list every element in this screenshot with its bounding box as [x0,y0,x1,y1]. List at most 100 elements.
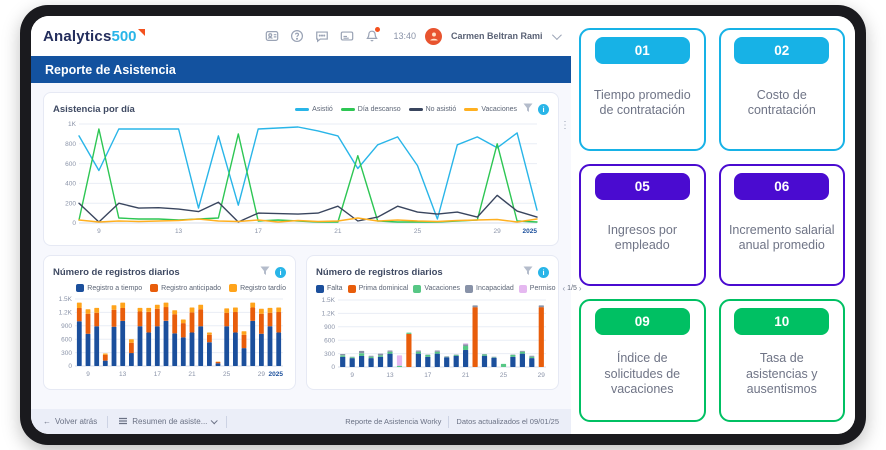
legend-item-registro-a-tiempo[interactable]: Registro a tiempo [76,284,142,292]
svg-text:9: 9 [350,372,354,379]
back-button[interactable]: ← Volver atrás [43,417,97,426]
svg-text:21: 21 [334,228,342,235]
list-icon [118,416,128,428]
kpi-card-01[interactable]: 01 Tiempo promedio de contratación [579,28,706,151]
kpi-label: Tiempo promedio de contratación [593,87,691,117]
divider [226,415,228,428]
svg-text:0: 0 [68,363,72,370]
chart-title: Número de registros diarios [53,266,180,278]
filter-icon[interactable] [523,100,533,118]
logo: Analytics 500 [43,28,145,45]
back-label: Volver atrás [55,417,98,426]
chat-icon[interactable] [314,28,330,44]
legend-item-registro-tardio[interactable]: Registro tardío [229,284,286,292]
card-icon[interactable] [339,28,355,44]
bell-icon[interactable] [364,27,381,44]
svg-text:0: 0 [72,220,76,227]
svg-text:17: 17 [424,372,432,379]
chart-card-registros-1: Número de registros diarios i Registro a… [43,255,296,390]
kpi-card-09[interactable]: 09 Índice de solicitudes de vacaciones [579,299,706,422]
svg-text:25: 25 [223,371,231,378]
chart-card-asistencia-por-dia: Asistencia por día Asistió Día descanso … [43,92,559,246]
legend-swatch [295,107,310,111]
avatar[interactable] [425,27,442,45]
chart-title: Número de registros diarios [316,266,443,278]
info-icon[interactable]: i [538,103,549,115]
help-icon[interactable] [289,28,305,44]
kpi-label: Costo de contratación [747,87,816,117]
page-header: Reporte de Asistencia [31,56,571,83]
legend-label: Falta [327,285,343,292]
logo-corner-mark [137,28,145,36]
svg-text:29: 29 [494,228,502,235]
svg-text:600: 600 [65,161,76,168]
legend-item-falta[interactable]: Falta [316,284,343,293]
svg-text:17: 17 [255,228,263,235]
legend-swatch [340,107,355,111]
svg-text:9: 9 [86,371,90,378]
svg-text:2025: 2025 [269,371,284,378]
filter-icon[interactable] [260,263,270,281]
kpi-card-02[interactable]: 02 Costo de contratación [718,28,845,151]
legend-item-vacaciones[interactable]: Vacaciones [464,106,517,113]
svg-text:300: 300 [61,350,72,357]
legend-item-registro-anticipado[interactable]: Registro anticipado [150,284,221,292]
user-name[interactable]: Carmen Beltran Ramire... [451,31,543,41]
kebab-menu-icon[interactable]: ⋮ [560,120,570,131]
svg-text:1K: 1K [68,121,77,128]
legend-label: Día descanso [357,105,401,113]
chart-title: Asistencia por día [53,103,135,115]
legend-swatch [150,284,159,292]
footer-bar: ← Volver atrás Resumen de asiste... Repo… [31,409,571,434]
summary-dropdown[interactable]: Resumen de asiste... [118,416,219,428]
id-badge-icon[interactable] [264,28,280,44]
kpi-label: Ingresos por empleado [607,223,677,253]
notification-dot [375,27,381,32]
legend-label: Registro tardío [240,284,286,292]
legend-item-incapacidad[interactable]: Incapacidad [465,284,514,293]
chevron-down-icon[interactable] [551,29,562,40]
legend-item-asistio[interactable]: Asistió [295,106,333,113]
device-frame: Analytics 500 [20,5,866,445]
legend-pager: ‹ 1/5 › [562,284,581,293]
kpi-card-06[interactable]: 06 Incremento salarial anual promedio [718,163,845,287]
kpi-number-badge: 06 [734,172,830,200]
kpi-number-badge: 01 [594,37,690,64]
legend-item-permiso[interactable]: Permiso [518,284,556,293]
data-updated-text: Datos actualizados el 09/01/25 [456,417,559,426]
card-head: Número de registros diarios i [53,263,286,281]
line-chart-legend: Asistió Día descanso No asistió Vacacion… [295,106,517,113]
legend-swatch [413,284,422,293]
svg-text:1.5K: 1.5K [59,296,73,303]
legend-item-prima-dominical[interactable]: Prima dominical [347,284,408,293]
svg-text:13: 13 [175,228,183,235]
kpi-label: Incremento salarial anual promedio [728,223,835,253]
svg-text:900: 900 [324,324,335,331]
card-actions: i [523,263,549,281]
pager-label: 1/5 [567,285,577,292]
legend-label: Vacaciones [424,285,461,292]
legend-label: Vacaciones [481,105,517,113]
kpi-number-badge: 02 [734,37,830,64]
legend-swatch [347,284,356,293]
svg-text:0: 0 [331,364,335,371]
legend-item-dia-descanso[interactable]: Día descanso [340,105,401,113]
kpi-card-05[interactable]: 05 Ingresos por empleado [579,163,706,287]
kpi-number-badge: 10 [734,308,830,336]
legend-item-no-asistio[interactable]: No asistió [408,106,456,113]
legend-item-vacaciones[interactable]: Vacaciones [413,284,461,293]
screen: Analytics 500 [31,16,855,434]
filter-icon[interactable] [523,263,533,281]
card-actions: i [260,263,286,281]
pager-prev-icon[interactable]: ‹ [562,284,566,293]
pager-next-icon[interactable]: › [578,284,582,293]
svg-text:21: 21 [462,372,470,379]
legend-label: Permiso [529,285,556,292]
info-icon[interactable]: i [538,266,549,278]
clock-time: 13:40 [393,31,416,41]
info-icon[interactable]: i [275,266,286,278]
kpi-card-10[interactable]: 10 Tasa de asistencias y ausentismos [718,299,845,422]
logo-text: Analytics [43,27,112,45]
kpi-number-badge: 05 [594,172,690,200]
svg-text:29: 29 [258,371,266,378]
